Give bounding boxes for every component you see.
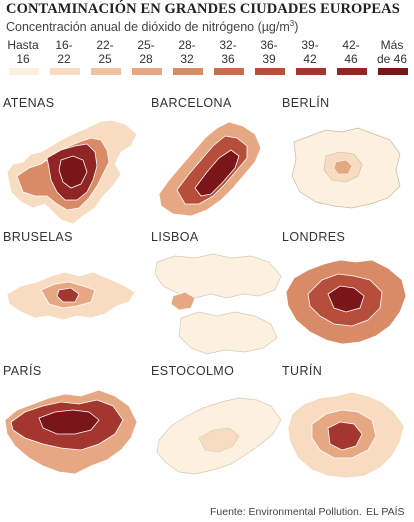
- legend-item: Más de 46: [372, 38, 412, 75]
- berlin-map: [291, 127, 401, 209]
- chart-title: CONTAMINACIÓN EN GRANDES CIUDADES EUROPE…: [6, 1, 400, 17]
- legend-swatch: [378, 68, 408, 75]
- legend-swatch: [296, 68, 326, 75]
- legend-item: 22- 25: [85, 38, 125, 75]
- city-map-paris: PARÍS: [3, 364, 141, 499]
- legend-item: 28- 32: [167, 38, 207, 75]
- paris-map: [4, 389, 138, 475]
- turin-core-region: [327, 421, 363, 451]
- city-label: ATENAS: [3, 96, 55, 110]
- legend-swatch: [337, 68, 367, 75]
- subtitle-superscript: 3: [289, 19, 295, 28]
- legend-item: 25- 28: [126, 38, 166, 75]
- city-label: PARÍS: [3, 364, 42, 378]
- city-label: BRUSELAS: [3, 230, 73, 244]
- legend-label: 16- 22: [55, 38, 73, 66]
- barcelona-core-region: [194, 149, 240, 197]
- legend-item: Hasta 16: [3, 38, 43, 75]
- legend-label: 42- 46: [342, 38, 360, 66]
- lisbon-map: [154, 253, 282, 355]
- legend-label: 39- 42: [301, 38, 319, 66]
- legend-label: 28- 32: [178, 38, 196, 66]
- city-map-london: LONDRES: [282, 230, 414, 365]
- brand-label: EL PAÍS: [366, 506, 405, 518]
- legend-item: 16- 22: [44, 38, 84, 75]
- legend-swatch: [91, 68, 121, 75]
- city-label: LISBOA: [151, 230, 199, 244]
- city-map-athens: ATENAS: [3, 96, 141, 231]
- turin-map: [287, 391, 405, 479]
- stockholm-center-region: [198, 427, 240, 453]
- chart-subtitle: Concentración anual de dióxido de nitróg…: [6, 19, 298, 34]
- color-legend: Hasta 16 16- 22 22- 25 25- 28 28- 32 32-…: [3, 38, 413, 78]
- legend-swatch: [132, 68, 162, 75]
- city-map-brussels: BRUSELAS: [3, 230, 141, 365]
- city-map-berlin: BERLÍN: [282, 96, 414, 231]
- stockholm-map: [156, 397, 282, 475]
- barcelona-map: [158, 121, 262, 217]
- london-map: [285, 259, 407, 345]
- legend-swatch: [255, 68, 285, 75]
- legend-item: 36- 39: [249, 38, 289, 75]
- source-note: Fuente: Environmental Pollution.: [210, 506, 362, 518]
- legend-label: 32- 36: [219, 38, 237, 66]
- subtitle-end: ): [294, 20, 299, 35]
- legend-swatch: [9, 68, 39, 75]
- legend-label: 22- 25: [96, 38, 114, 66]
- legend-swatch: [50, 68, 80, 75]
- legend-swatch: [173, 68, 203, 75]
- city-label: BERLÍN: [282, 96, 330, 110]
- city-map-stockholm: ESTOCOLMO: [151, 364, 289, 499]
- legend-item: 39- 42: [290, 38, 330, 75]
- city-map-turin: TURÍN: [282, 364, 414, 499]
- berlin-core-region: [333, 159, 353, 175]
- brussels-core-region: [56, 287, 80, 303]
- city-label: ESTOCOLMO: [151, 364, 235, 378]
- paris-core-region: [38, 409, 100, 435]
- legend-label: 25- 28: [137, 38, 155, 66]
- city-map-lisbon: LISBOA: [151, 230, 289, 365]
- legend-item: 42- 46: [331, 38, 371, 75]
- legend-item: 32- 36: [208, 38, 248, 75]
- legend-label: 36- 39: [260, 38, 278, 66]
- lisbon-north-region: [154, 253, 282, 299]
- subtitle-text: Concentración anual de dióxido de nitróg…: [6, 20, 290, 35]
- city-map-barcelona: BARCELONA: [151, 96, 289, 231]
- london-core-region: [327, 285, 365, 313]
- lisbon-center-region: [170, 291, 196, 311]
- city-label: TURÍN: [282, 364, 323, 378]
- athens-map: [6, 119, 138, 225]
- brussels-map: [6, 271, 136, 321]
- legend-label: Más de 46: [376, 38, 408, 66]
- city-label: LONDRES: [282, 230, 346, 244]
- legend-label: Hasta 16: [7, 38, 39, 66]
- legend-swatch: [214, 68, 244, 75]
- lisbon-south-region: [178, 311, 278, 355]
- city-label: BARCELONA: [151, 96, 232, 110]
- athens-core-region: [58, 155, 88, 189]
